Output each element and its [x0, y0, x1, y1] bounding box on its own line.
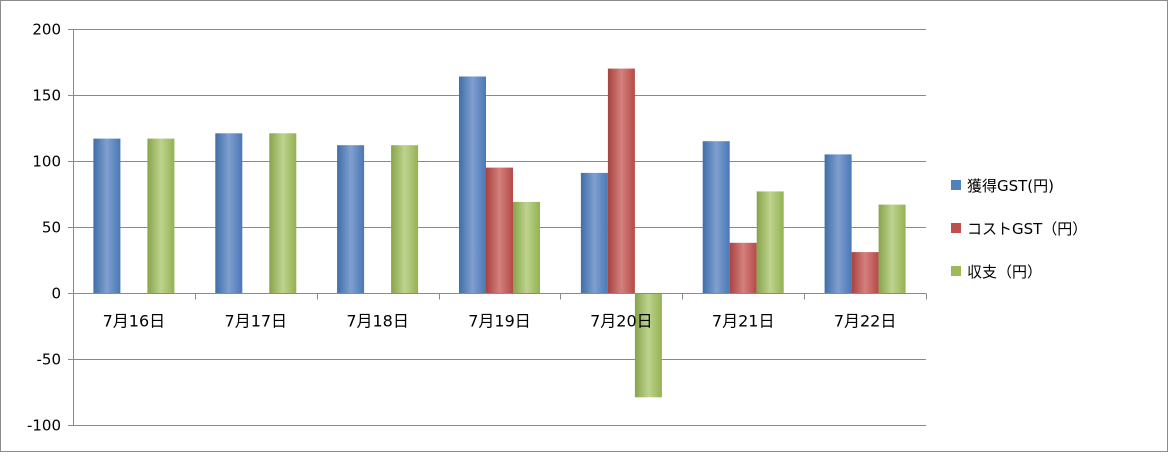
bar-2-7月19日 [486, 167, 513, 293]
y-tick-label: 0 [51, 285, 61, 303]
x-tick-label: 7月20日 [590, 312, 653, 331]
x-tick-label: 7月18日 [346, 312, 409, 331]
bars [93, 68, 906, 398]
axes [68, 29, 927, 426]
bar-1-7月22日 [824, 154, 852, 293]
legend-label: 獲得GST(円) [967, 177, 1054, 195]
legend-label: 収支（円） [967, 263, 1042, 281]
y-tick-label: 100 [32, 153, 61, 171]
bar-1-7月17日 [215, 133, 243, 293]
legend: 獲得GST(円) コストGST（円） 収支（円） [951, 177, 1087, 281]
axis-labels: -100 -50 0 50 100 150 200 7月16日 7月17日 7月18日 7月19日 7… [27, 21, 896, 435]
x-tick-label: 7月16日 [103, 312, 166, 331]
bar-3-7月17日 [269, 133, 297, 293]
bar-1-7月20日 [580, 172, 608, 293]
bar-1-7月16日 [93, 138, 121, 293]
bar-3-7月20日 [634, 293, 662, 398]
bar-3-7月21日 [756, 191, 784, 293]
y-tick-label: -50 [37, 351, 62, 369]
bar-3-7月18日 [391, 145, 419, 293]
x-tick-label: 7月21日 [712, 312, 775, 331]
bar-2-7月22日 [851, 252, 879, 293]
bar-1-7月19日 [459, 76, 486, 293]
bar-2-7月21日 [729, 242, 757, 293]
bar-1-7月18日 [337, 145, 365, 293]
legend-swatch [951, 180, 961, 190]
legend-swatch [951, 223, 961, 233]
bar-3-7月22日 [878, 204, 906, 293]
x-tick-label: 7月19日 [468, 312, 531, 331]
legend-label: コストGST（円） [967, 220, 1087, 238]
y-tick-label: 150 [32, 87, 61, 105]
x-tick-label: 7月22日 [834, 312, 897, 331]
y-tick-label: -100 [27, 417, 61, 435]
legend-swatch [951, 266, 961, 276]
bar-3-7月19日 [513, 201, 540, 293]
bar-2-7月20日 [607, 68, 635, 293]
y-tick-label: 50 [42, 219, 61, 237]
bar-3-7月16日 [147, 138, 175, 293]
x-tick-label: 7月17日 [225, 312, 288, 331]
bar-1-7月21日 [702, 141, 730, 293]
y-tick-label: 200 [32, 21, 61, 39]
